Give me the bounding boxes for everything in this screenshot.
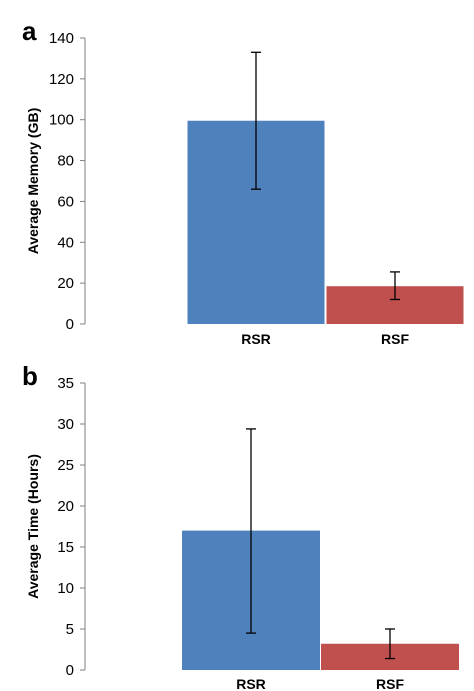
panel-a-label: a: [22, 16, 37, 46]
panel-b-y-tick-label: 0: [66, 662, 74, 679]
panel-a-y-tick-label: 100: [49, 112, 74, 129]
panel-b-y-axis-title: Average Time (Hours): [25, 454, 41, 599]
panel-b-category-label: RSF: [376, 676, 404, 691]
panel-a-category-label: RSF: [381, 331, 409, 347]
panel-a-category-label: RSR: [241, 331, 271, 347]
panel-a-y-tick-label: 60: [57, 193, 74, 210]
panel-b-y-tick-label: 20: [57, 498, 74, 515]
panel-b-y-tick-label: 30: [57, 416, 74, 433]
panel-b-y-tick-label: 15: [57, 539, 74, 556]
panel-a-y-tick-label: 120: [49, 71, 74, 88]
panel-a-y-tick-label: 20: [57, 275, 74, 292]
panel-a-y-tick-label: 140: [49, 30, 74, 47]
panel-b-category-label: RSR: [236, 676, 266, 691]
panel-a-y-tick-label: 80: [57, 153, 74, 170]
panel-b-y-tick-label: 35: [57, 375, 74, 392]
panel-a-y-tick-label: 40: [57, 234, 74, 251]
panel-a-y-tick-label: 0: [66, 316, 74, 333]
panel-a-y-axis-title: Average Memory (GB): [25, 108, 41, 255]
panel-b-y-tick-label: 25: [57, 457, 74, 474]
panel-b-label: b: [22, 361, 38, 391]
panel-b-y-tick-label: 5: [66, 621, 74, 638]
panel-b-y-tick-label: 10: [57, 580, 74, 597]
